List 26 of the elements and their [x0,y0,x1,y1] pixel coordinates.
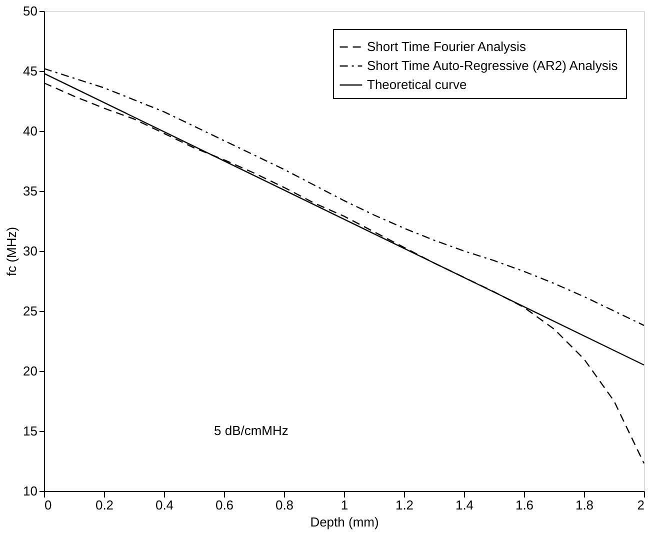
x-tick-label: 1.4 [455,498,474,512]
x-tick-label: 0.6 [215,498,234,512]
y-tick-label: 30 [23,244,38,258]
y-tick-label: 10 [23,484,38,498]
y-tick-label: 15 [23,424,38,438]
y-axis-title: fc (MHz) [4,226,20,276]
x-tick-label: 1.8 [575,498,594,512]
x-tick-label: 1.6 [515,498,534,512]
x-tick-label: 1.2 [395,498,414,512]
annotation: 5 dB/cmMHz [214,423,288,438]
legend-label: Short Time Fourier Analysis [367,39,526,54]
x-tick-label: 0.2 [95,498,114,512]
x-tick-label: 0.4 [155,498,174,512]
y-tick-label: 40 [23,124,38,138]
x-tick-label: 2 [637,498,644,512]
y-tick-label: 35 [23,184,38,198]
x-tick-label: 0.8 [275,498,294,512]
x-tick-label: 0 [44,498,52,512]
x-tick-label: 1 [340,498,348,512]
x-axis-title: Depth (mm) [310,514,379,530]
legend-label: Short Time Auto-Regressive (AR2) Analysis [367,58,618,73]
y-tick-label: 25 [23,304,38,318]
y-tick-label: 50 [23,4,38,18]
legend-label: Theoretical curve [367,77,467,92]
y-tick-label: 20 [23,364,38,378]
y-tick-label: 45 [23,64,38,78]
